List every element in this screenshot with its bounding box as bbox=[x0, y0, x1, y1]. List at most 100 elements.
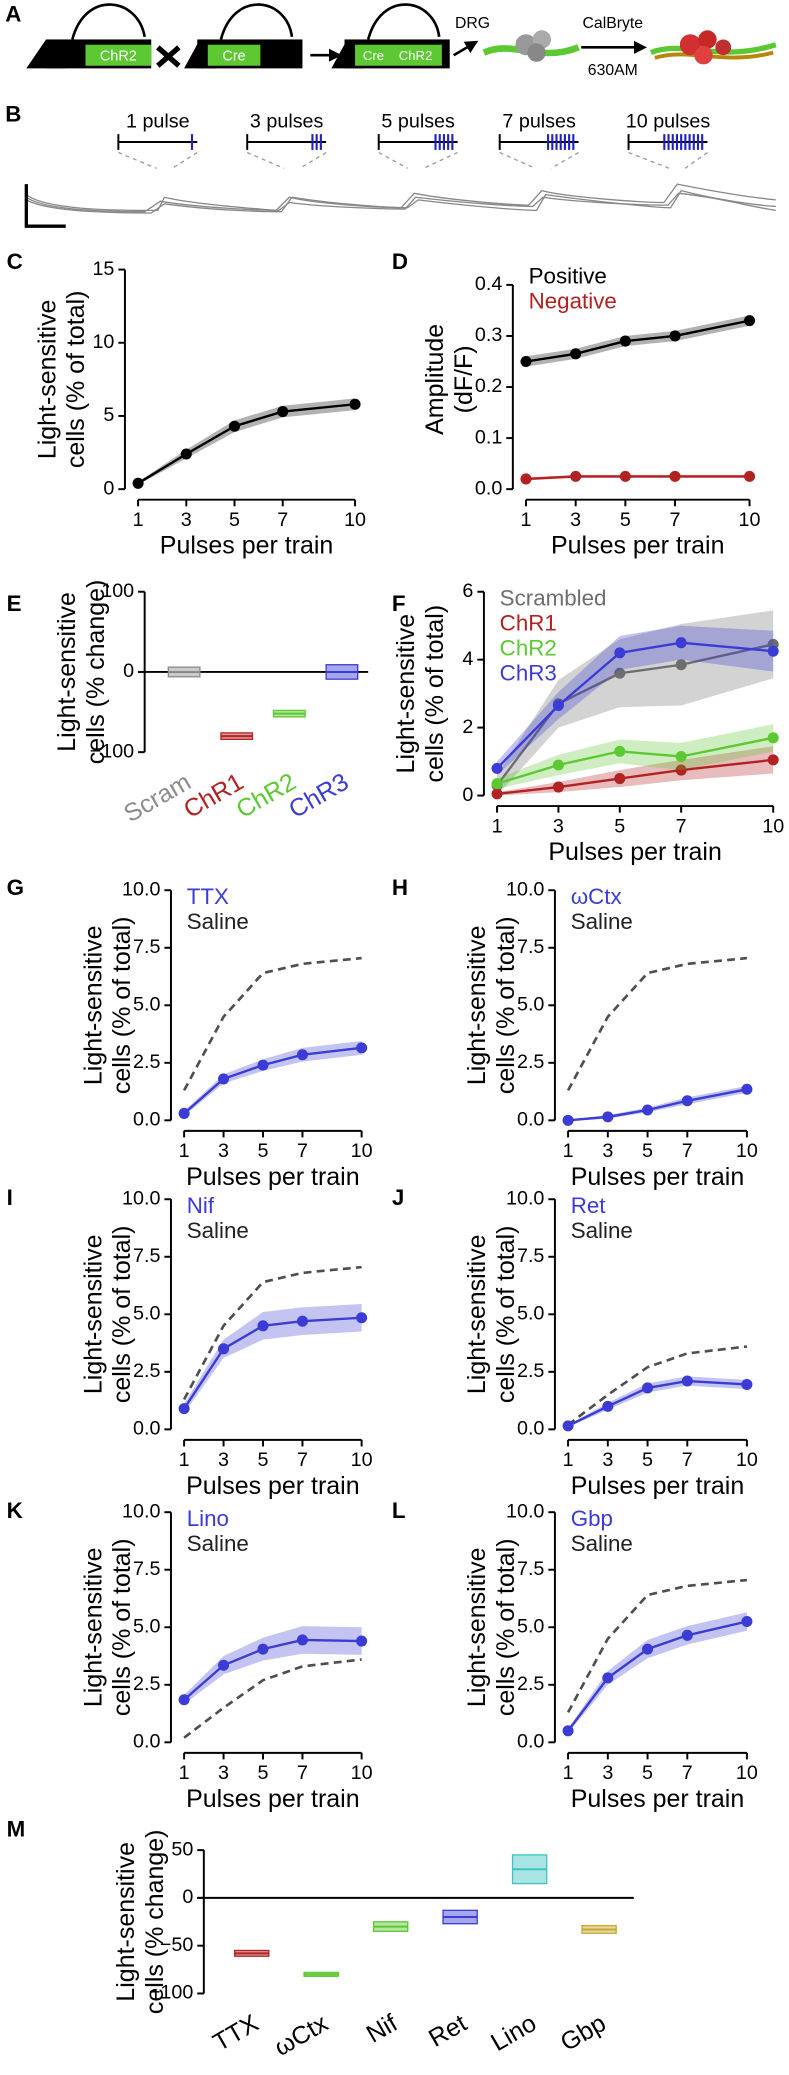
data-point bbox=[614, 647, 626, 659]
panel-label: I bbox=[7, 1185, 13, 1210]
category-label: Lino bbox=[486, 2009, 541, 2057]
data-point bbox=[675, 637, 687, 649]
y-axis-label: (dF/F) bbox=[450, 345, 478, 413]
data-point bbox=[741, 1615, 753, 1628]
x-tick-label: 1 bbox=[133, 509, 144, 531]
construct-label: Cre bbox=[363, 48, 384, 63]
x-tick-label: 1 bbox=[492, 815, 503, 837]
panel-label: A bbox=[5, 2, 21, 27]
panel-label: C bbox=[7, 249, 23, 274]
y-tick-label: 7.5 bbox=[133, 1558, 160, 1580]
x-tick-label: 3 bbox=[602, 1762, 613, 1784]
data-point bbox=[614, 773, 626, 785]
y-tick-label: 7.5 bbox=[133, 936, 160, 958]
x-axis-label: Pulses per train bbox=[186, 1472, 359, 1500]
y-tick-label: 10.0 bbox=[506, 1187, 544, 1209]
x-tick-label: 5 bbox=[642, 1762, 653, 1784]
panel-label: G bbox=[7, 875, 24, 900]
x-axis-label: Pulses per train bbox=[571, 1472, 744, 1500]
series-line bbox=[566, 1578, 748, 1714]
data-point bbox=[767, 732, 779, 744]
x-tick-label: 5 bbox=[614, 815, 625, 837]
construct-label: Cre bbox=[222, 48, 245, 64]
y-tick-label: 0 bbox=[123, 660, 134, 682]
y-tick-label: 2.5 bbox=[133, 1360, 160, 1382]
x-tick-label: 7 bbox=[670, 509, 681, 531]
x-tick-label: 5 bbox=[258, 1449, 269, 1471]
x-tick-label: 10 bbox=[344, 509, 366, 531]
y-tick-label: 6 bbox=[462, 580, 473, 602]
y-tick-label: 0.0 bbox=[517, 1418, 544, 1440]
panel-label: B bbox=[5, 102, 21, 127]
legend-entry: Ret bbox=[571, 1193, 607, 1218]
data-point bbox=[277, 406, 289, 418]
category-label: Gbp bbox=[556, 2009, 611, 2057]
data-point bbox=[180, 448, 192, 460]
y-tick-label: 10.0 bbox=[122, 1500, 160, 1522]
y-tick-label: 10.0 bbox=[122, 1187, 160, 1209]
data-point bbox=[562, 1725, 574, 1737]
x-tick-label: 1 bbox=[179, 1449, 190, 1471]
data-point bbox=[669, 330, 681, 342]
y-axis-label: Light-sensitive bbox=[33, 300, 61, 460]
data-point bbox=[178, 1107, 190, 1119]
construct-cre bbox=[184, 3, 303, 69]
data-point bbox=[675, 750, 687, 763]
legend-entry: Saline bbox=[571, 1531, 633, 1556]
x-axis-label: Pulses per train bbox=[548, 838, 721, 866]
error-band bbox=[184, 1040, 362, 1116]
data-point bbox=[257, 1643, 269, 1655]
y-tick-label: 0.0 bbox=[133, 1418, 160, 1440]
x-tick-label: 7 bbox=[682, 1449, 693, 1471]
y-axis-label: Light-sensitive bbox=[79, 1547, 107, 1707]
legend-entry: Scrambled bbox=[500, 586, 607, 611]
y-tick-label: −100 bbox=[149, 1982, 193, 2004]
panel-label: F bbox=[392, 591, 406, 616]
data-point bbox=[741, 1378, 753, 1391]
x-tick-label: 3 bbox=[218, 1762, 229, 1784]
data-point bbox=[520, 355, 532, 368]
y-axis-label: cells (% of total) bbox=[492, 1538, 520, 1716]
data-point bbox=[562, 1114, 574, 1126]
y-axis-label: Light-sensitive bbox=[463, 925, 491, 1085]
data-point bbox=[296, 1049, 308, 1061]
pulse-label: 7 pulses bbox=[502, 110, 576, 132]
legend-entry: ChR3 bbox=[500, 660, 557, 685]
drg-cells-labeled bbox=[649, 30, 777, 65]
x-axis-label: Pulses per train bbox=[160, 532, 333, 560]
legend-entry: Gbp bbox=[571, 1506, 613, 1531]
data-point bbox=[552, 759, 564, 771]
data-point bbox=[491, 788, 503, 800]
y-tick-label: 5.0 bbox=[517, 993, 544, 1015]
construct-label: ChR2 bbox=[100, 48, 137, 64]
error-band bbox=[525, 315, 750, 367]
data-point bbox=[491, 762, 503, 774]
data-point bbox=[356, 1312, 368, 1324]
data-point bbox=[570, 348, 582, 360]
x-tick-label: 3 bbox=[218, 1449, 229, 1471]
construct-recombined bbox=[331, 3, 450, 69]
error-band bbox=[184, 1626, 362, 1705]
y-axis-label: Light-sensitive bbox=[112, 1842, 140, 2002]
error-band bbox=[497, 610, 774, 796]
x-tick-label: 5 bbox=[620, 509, 631, 531]
y-tick-label: 7.5 bbox=[517, 1558, 544, 1580]
data-point bbox=[218, 1343, 230, 1355]
y-tick-label: 10.0 bbox=[122, 878, 160, 900]
y-tick-label: 10.0 bbox=[506, 878, 544, 900]
y-axis-label: Light-sensitive bbox=[463, 1547, 491, 1707]
y-axis-label: cells (% of total) bbox=[108, 1225, 136, 1403]
data-point bbox=[767, 754, 779, 766]
y-tick-label: −50 bbox=[160, 1934, 193, 1956]
data-point bbox=[675, 764, 687, 776]
y-tick-label: 15 bbox=[92, 258, 114, 280]
y-tick-label: 0.1 bbox=[475, 426, 502, 448]
data-point bbox=[132, 477, 144, 489]
y-tick-label: 7.5 bbox=[517, 936, 544, 958]
x-tick-label: 10 bbox=[736, 1762, 758, 1784]
data-point bbox=[218, 1659, 230, 1671]
guide bbox=[628, 151, 708, 169]
x-tick-label: 3 bbox=[218, 1140, 229, 1162]
y-tick-label: 5.0 bbox=[133, 993, 160, 1015]
